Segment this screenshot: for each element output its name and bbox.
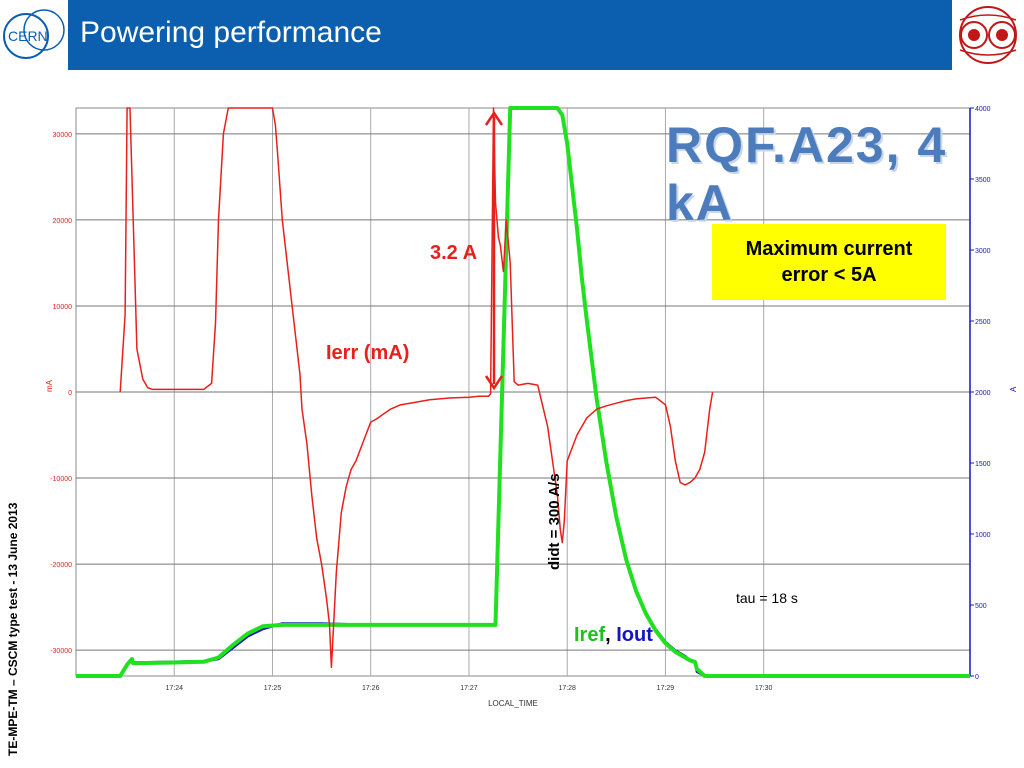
chart-grid <box>75 107 971 677</box>
right-tick-label: 1000 <box>975 532 991 539</box>
right-tick-label: 4000 <box>975 106 991 113</box>
delta-arrow-head-bottom <box>484 375 504 391</box>
right-tick-label: 3500 <box>975 177 991 184</box>
didt-label: didt = 300 A/s <box>546 473 563 570</box>
lhc-logo <box>952 0 1024 70</box>
x-tick-label: 17:27 <box>460 685 478 692</box>
right-tick-label: 500 <box>975 603 987 610</box>
x-tick-label: 17:25 <box>264 685 282 692</box>
x-tick-label: 17:30 <box>755 685 773 692</box>
chart-lines <box>76 106 970 678</box>
label-separator: , <box>605 624 611 646</box>
left-tick-label: 30000 <box>53 132 73 139</box>
left-tick-label: -20000 <box>50 562 72 569</box>
x-tick-label: 17:26 <box>362 685 380 692</box>
x-tick-label: 17:29 <box>657 685 675 692</box>
left-tick-label: -30000 <box>50 648 72 655</box>
cern-logo: CERN <box>0 0 68 70</box>
right-tick-label: 3000 <box>975 248 991 255</box>
left-tick-label: 0 <box>68 390 72 397</box>
rqf-title: RQF.A23, 4 kA <box>666 117 948 231</box>
x-tick-label: 17:28 <box>558 685 576 692</box>
x-axis-label: LOCAL_TIME <box>488 699 538 708</box>
left-tick-label: 10000 <box>53 304 73 311</box>
right-tick-label: 2500 <box>975 319 991 326</box>
x-tick-label: 17:24 <box>165 685 183 692</box>
right-axis-label: A <box>1009 386 1018 392</box>
delta-label: 3.2 A <box>430 242 478 264</box>
max-error-line2: error < 5A <box>781 264 877 286</box>
ierr-label: Ierr (mA) <box>326 342 410 364</box>
cern-logo-icon: CERN <box>3 9 65 59</box>
page-title: Powering performance <box>80 16 382 49</box>
iref-iout-label: Iref, Iout <box>574 624 653 647</box>
chart-axes <box>969 107 974 677</box>
right-tick-label: 1500 <box>975 461 991 468</box>
delta-arrow-head-top <box>484 110 504 126</box>
series-ierr-ma-line <box>119 107 714 669</box>
left-tick-label: 20000 <box>53 218 73 225</box>
series-iref-line <box>76 106 970 678</box>
left-tick-label: -10000 <box>50 476 72 483</box>
cern-logo-text: CERN <box>8 28 48 44</box>
chart-labels: 17:24 17:25 17:26 17:27 17:28 17:29 17:3030000… <box>45 106 1018 708</box>
max-error-box: Maximum current error < 5A <box>712 224 946 300</box>
right-tick-label: 0 <box>975 674 979 681</box>
max-error-line1: Maximum current <box>745 238 913 260</box>
iref-label: Iref <box>574 624 606 646</box>
iout-label: Iout <box>616 624 653 646</box>
lhc-logo-icon <box>959 6 1017 64</box>
left-axis-label: mA <box>45 379 54 392</box>
right-tick-label: 2000 <box>975 390 991 397</box>
tau-label: tau = 18 s <box>736 590 798 606</box>
header-bar: CERN Powering performance <box>0 0 1024 70</box>
